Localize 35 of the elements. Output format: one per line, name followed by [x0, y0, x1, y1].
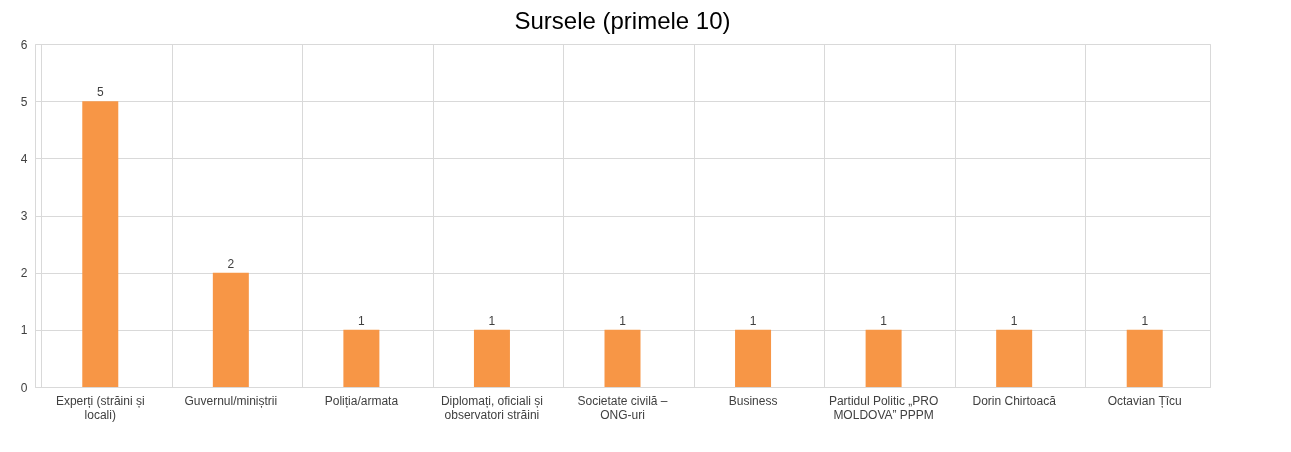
y-tick-label: 4	[20, 151, 28, 166]
y-tick-label: 1	[20, 323, 28, 338]
x-tick-label: Business	[728, 393, 778, 408]
bar	[82, 101, 119, 387]
data-label: 5	[96, 85, 104, 100]
y-tick-label: 3	[20, 209, 28, 223]
data-label: 2	[227, 256, 235, 271]
bar	[604, 329, 641, 387]
bar	[473, 329, 510, 387]
data-label: 1	[358, 313, 366, 328]
bar	[735, 329, 772, 387]
x-tick-label: Guvernul/miniștrii	[184, 393, 278, 408]
data-label: 1	[488, 313, 496, 328]
y-tick-label: 0	[20, 380, 28, 395]
x-tick-label: Diplomați, oficiali și observatori străini	[440, 393, 543, 422]
x-tick-label: Poliția/armata	[324, 393, 399, 408]
x-tick-label: Experți (străini și locali)	[55, 393, 145, 422]
data-label: 1	[880, 313, 888, 328]
bar	[212, 272, 249, 387]
x-tick-label: Octavian Țîcu	[1107, 393, 1182, 408]
y-tick-label: 2	[20, 266, 28, 281]
bar	[343, 329, 380, 387]
y-tick-label: 6	[20, 37, 28, 52]
x-tick-label: Partidul Politic „PRO MOLDOVA” PPPM	[828, 393, 939, 422]
x-tick-label: Dorin Chirtoacă	[972, 393, 1057, 408]
x-tick-label: Societate civilă – ONG-uri	[577, 393, 668, 422]
data-label: 1	[619, 313, 627, 328]
data-label: 1	[1010, 313, 1018, 328]
bar	[865, 329, 902, 387]
chart-title: Sursele (primele 10)	[514, 7, 731, 34]
data-label: 1	[749, 313, 757, 328]
bar	[996, 329, 1033, 387]
data-label: 1	[1141, 313, 1149, 328]
y-tick-label: 5	[20, 94, 28, 109]
bar	[1126, 329, 1163, 387]
